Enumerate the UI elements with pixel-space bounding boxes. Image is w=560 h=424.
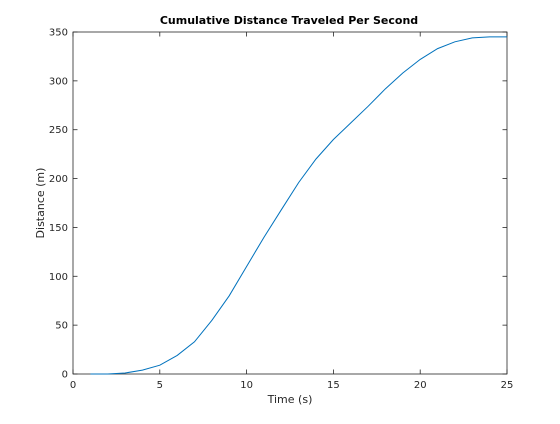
y-tick-label: 50 — [55, 321, 68, 332]
x-tick-label: 25 — [501, 380, 514, 391]
y-axis-label: Distance (m) — [34, 168, 47, 239]
x-tick-label: 20 — [414, 380, 427, 391]
plot-area — [72, 31, 508, 375]
y-tick-label: 250 — [49, 125, 68, 136]
y-tick-label: 150 — [49, 223, 68, 234]
y-tick-label: 100 — [49, 272, 68, 283]
chart-title: Cumulative Distance Traveled Per Second — [160, 14, 418, 27]
y-tick-label: 300 — [49, 76, 68, 87]
x-tick-label: 0 — [70, 380, 76, 391]
x-axis-label: Time (s) — [267, 393, 313, 406]
y-axis-ticks: 0 50 100 150 200 250 300 350 — [49, 28, 507, 381]
x-tick-label: 10 — [240, 380, 253, 391]
x-tick-label: 5 — [157, 380, 163, 391]
series-line — [90, 36, 507, 375]
y-tick-label: 200 — [49, 174, 68, 185]
x-axis-ticks: 0 5 10 15 20 25 — [70, 32, 514, 391]
y-tick-label: 350 — [49, 28, 68, 39]
x-tick-label: 15 — [327, 380, 340, 391]
y-tick-label: 0 — [62, 370, 68, 381]
